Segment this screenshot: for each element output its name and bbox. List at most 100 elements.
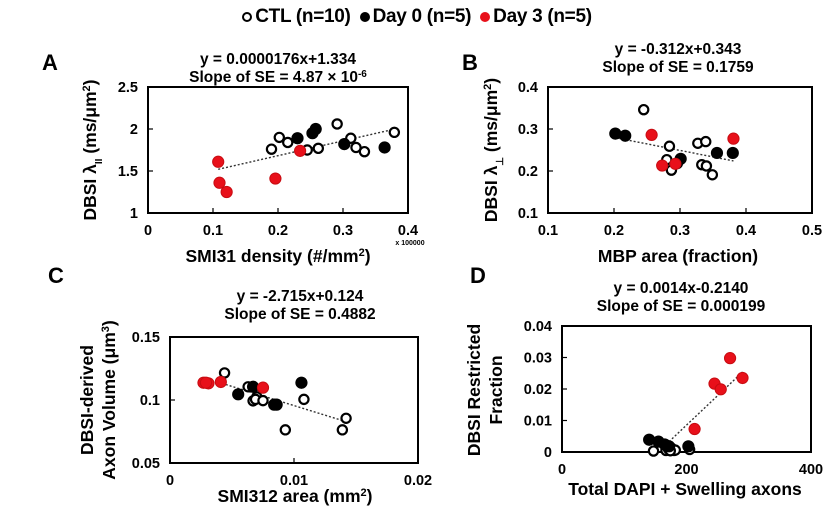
legend: CTL (n=10) Day 0 (n=5) Day 3 (n=5) (0, 6, 834, 28)
legend-label: CTL (n=10) (255, 6, 351, 27)
y-tick-label: 2 (130, 122, 138, 138)
day3-point (736, 371, 749, 385)
x-axis-label: SMI312 area (mm2) (218, 486, 373, 506)
x-tick-label: 0 (166, 473, 174, 489)
day3-point (645, 128, 658, 141)
chart-title: y = 0.0000176x+1.334 (200, 51, 356, 68)
y-tick-label: 0.05 (132, 456, 160, 472)
day0-point (682, 440, 695, 453)
day3-point (212, 155, 225, 168)
panel-letter: A (42, 50, 58, 75)
ctl-point (358, 145, 371, 158)
y-tick-label: 1 (130, 206, 138, 222)
day0-point (710, 146, 724, 160)
ctl-point (331, 118, 343, 130)
y-axis-label: Axon Volume (μm3) (99, 320, 119, 479)
y-tick-label: 0.15 (132, 330, 160, 346)
x-tick-label: 0.02 (404, 473, 432, 489)
y-axis-label-group: DBSI λ⊥ (ms/μm2) (481, 78, 506, 222)
day3-point (269, 172, 282, 185)
y-tick-label: 0.04 (524, 319, 552, 335)
ctl-point (638, 103, 650, 116)
ctl-point (388, 126, 401, 139)
panel-letter: C (48, 263, 64, 288)
y-tick-label: 0.2 (518, 164, 538, 180)
y-axis-label-line1: DBSI Restricted (464, 324, 484, 456)
x-multiplier-note: x 100000 (395, 240, 424, 247)
x-tick-label: 0.4 (736, 223, 756, 239)
x-tick-label: 0.2 (268, 223, 288, 239)
x-tick-label: 0 (144, 223, 152, 239)
y-axis-label: DBSI λII (ms/μm2) (80, 79, 105, 220)
panel-letter: B (462, 50, 478, 75)
ctl-point (298, 393, 310, 406)
red-circle-marker-icon (480, 12, 491, 22)
x-tick-label: 0 (558, 462, 566, 478)
y-axis-label: Fraction (486, 355, 506, 424)
day3-point (656, 159, 669, 172)
ctl-point (706, 169, 719, 181)
ctl-point (312, 142, 324, 155)
day3-point (294, 144, 307, 157)
legend-label: Day 0 (n=5) (372, 6, 472, 27)
y-axis-label-group: DBSI Restricted Fraction (464, 324, 506, 456)
x-tick-label: 0.1 (538, 223, 558, 239)
legend-item-ctl: CTL (n=10) (242, 6, 351, 28)
y-tick-label: 2.5 (118, 80, 138, 96)
day0-point (378, 141, 391, 154)
x-tick-label: 0.2 (604, 223, 624, 239)
ctl-point (700, 135, 712, 148)
day3-point (688, 422, 701, 436)
ctl-point (663, 140, 676, 152)
day0-point (609, 127, 622, 140)
x-tick-label: 0.5 (802, 223, 822, 239)
y-axis-label: DBSI λ⊥ (ms/μm2) (481, 78, 506, 222)
y-tick-label: 0.4 (518, 80, 538, 96)
legend-label: Day 3 (n=5) (493, 6, 592, 27)
legend-item-day3: Day 3 (n=5) (480, 6, 592, 28)
day0-point (295, 376, 308, 389)
y-axis-label-group: DBSI λII (ms/μm2) (80, 79, 105, 220)
day0-point (291, 132, 304, 145)
chart-subtitle: Slope of SE = 0.1759 (602, 59, 754, 76)
legend-item-day0: Day 0 (n=5) (359, 6, 472, 28)
day3-point (723, 352, 737, 365)
x-axis-label: Total DAPI + Swelling axons (568, 479, 802, 499)
y-tick-label: 0.02 (524, 382, 552, 398)
ctl-point (647, 445, 660, 457)
ctl-point (273, 131, 285, 144)
day0-point (338, 138, 351, 151)
x-tick-label: 0.4 (398, 223, 418, 239)
y-tick-label: 0 (544, 445, 552, 461)
day3-point (714, 383, 727, 396)
x-axis-label: SMI31 density (#/mm2) (185, 246, 370, 266)
ctl-point (257, 394, 269, 407)
chart-subtitle: Slope of SE = 0.000199 (597, 298, 766, 315)
day3-point (213, 176, 226, 189)
filled-circle-marker-icon (359, 12, 370, 22)
trendline (668, 371, 744, 443)
y-tick-label: 0.01 (524, 414, 552, 430)
panel-letter: D (470, 263, 486, 288)
ctl-point (265, 143, 278, 155)
y-tick-label: 0.3 (518, 122, 538, 138)
plot-frame (547, 86, 813, 214)
y-tick-label: 0.1 (518, 206, 538, 222)
x-tick-label: 0.3 (670, 223, 690, 239)
ctl-point (279, 424, 292, 436)
open-circle-marker-icon (242, 12, 253, 22)
y-tick-label: 1.5 (118, 164, 138, 180)
day0-point (726, 146, 739, 160)
y-tick-label: 0.1 (140, 393, 160, 409)
chart-title: y = 0.0014x-0.2140 (614, 280, 749, 297)
ctl-point (336, 424, 349, 436)
chart-subtitle: Slope of SE = 4.87 × 10-6 (189, 69, 367, 87)
day3-point (256, 381, 270, 394)
day3-point (199, 376, 213, 389)
chart-title: y = -0.312x+0.343 (615, 41, 742, 58)
x-axis-label: MBP area (fraction) (598, 246, 758, 266)
trendline (225, 383, 343, 422)
